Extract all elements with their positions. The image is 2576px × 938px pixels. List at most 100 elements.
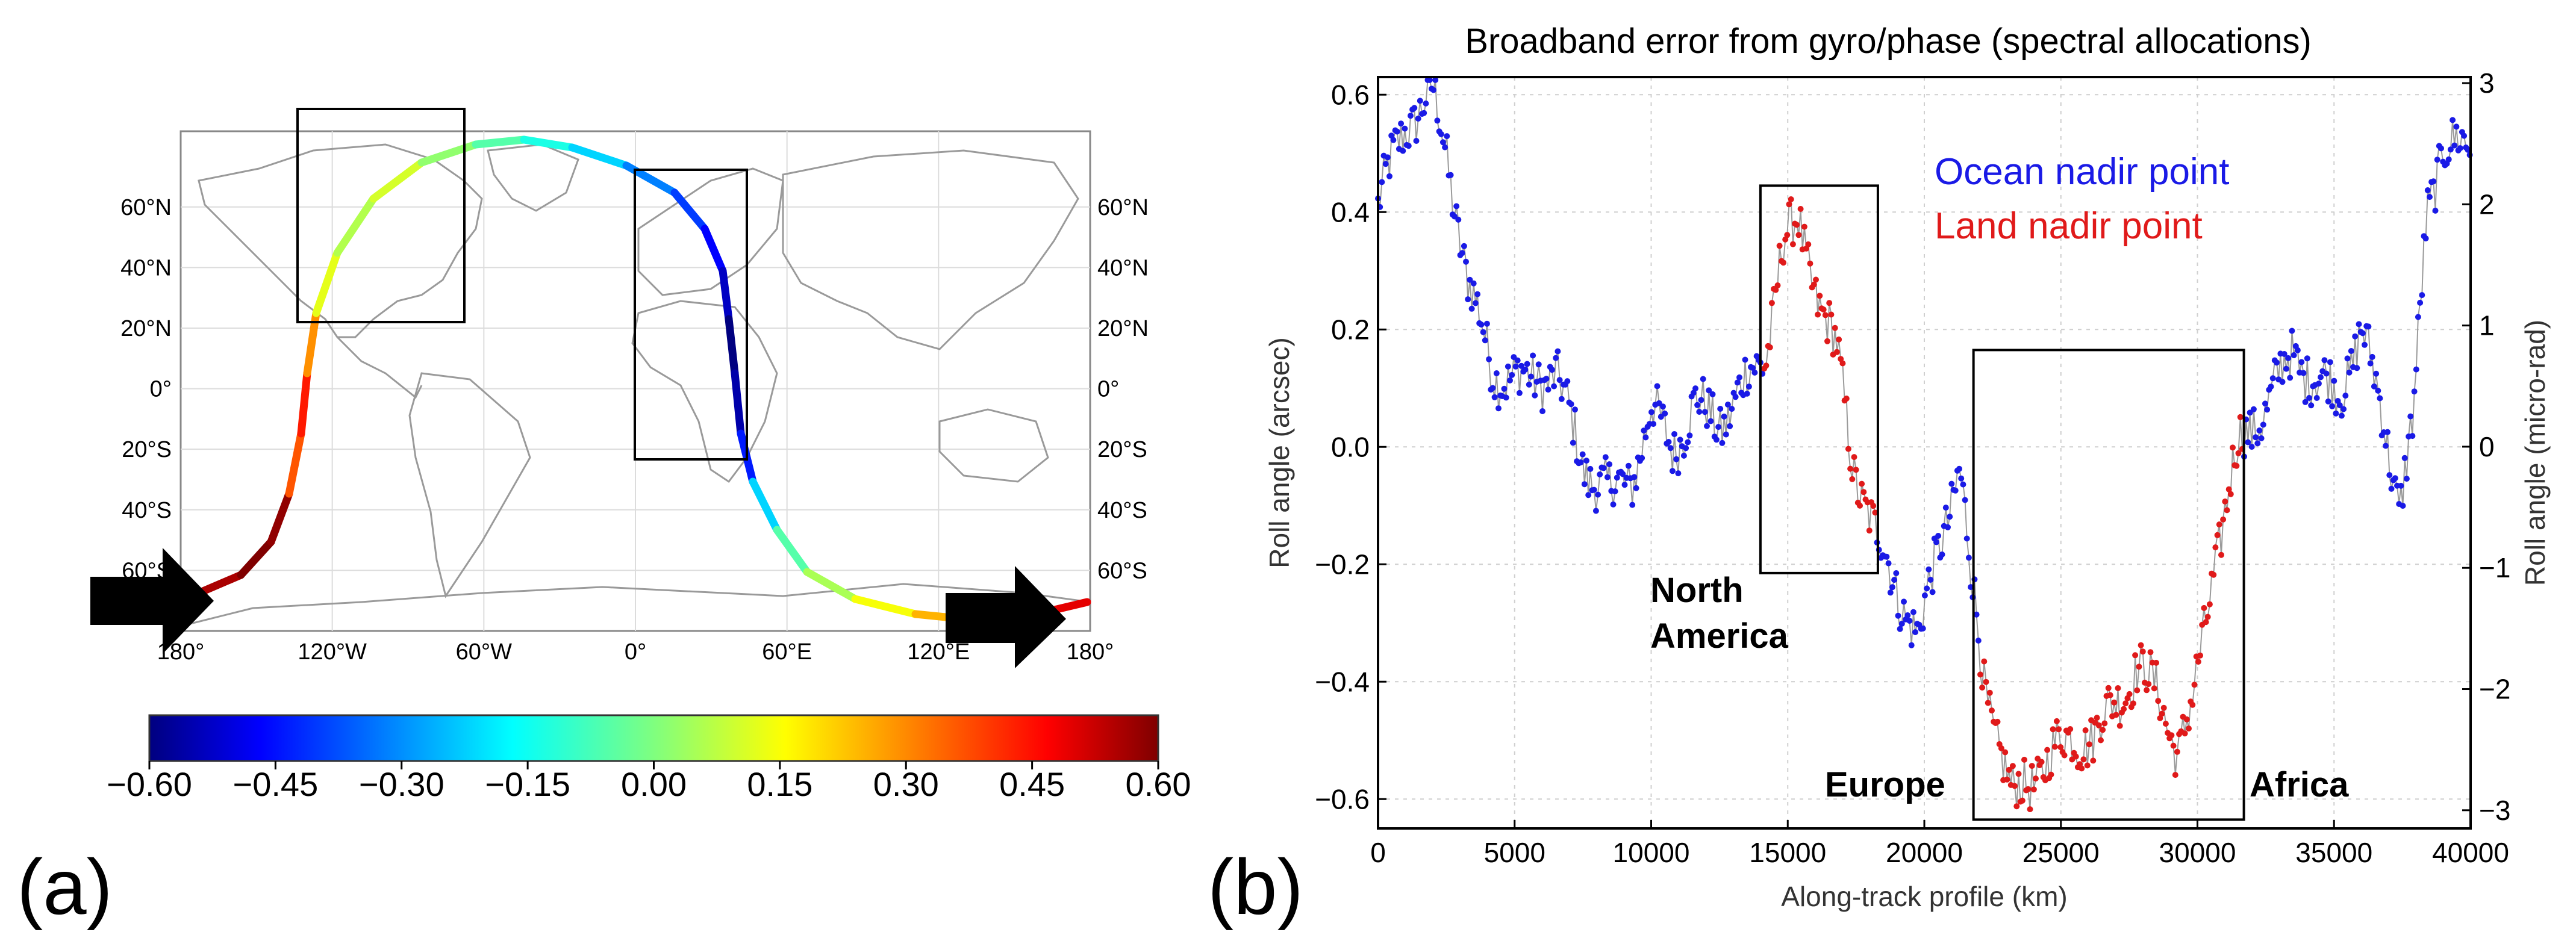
ocean-point <box>1921 592 1928 598</box>
land-point <box>1839 360 1846 367</box>
land-point <box>2015 771 2022 777</box>
land-point <box>2038 759 2045 765</box>
land-point <box>2237 414 2244 420</box>
land-point <box>2115 685 2121 691</box>
ocean-point <box>2250 406 2257 412</box>
ocean-point <box>1518 362 1525 369</box>
ocean-point <box>2371 383 2377 390</box>
ocean-point <box>1386 173 1392 179</box>
ocean-point <box>2321 357 2328 364</box>
ocean-point <box>2457 145 2463 152</box>
latitude-label: 0° <box>150 377 172 402</box>
ocean-point <box>1411 105 1418 111</box>
ocean-point <box>2253 434 2259 441</box>
ocean-point <box>2392 475 2398 482</box>
colorbar-tick-label: 0.30 <box>873 765 939 803</box>
land-point <box>1849 476 1856 482</box>
ocean-point <box>1904 612 1911 618</box>
x-axis-label: Along-track profile (km) <box>1781 881 2067 912</box>
ocean-point <box>1751 369 1758 376</box>
ocean-point <box>2327 359 2333 365</box>
ocean-point <box>2354 365 2360 371</box>
land-point <box>1826 300 1833 306</box>
ocean-point <box>1486 356 1492 362</box>
ocean-point <box>2411 388 2418 395</box>
land-point <box>2107 692 2113 698</box>
ocean-point <box>1556 377 1563 384</box>
latitude-label: 60°S <box>1097 558 1147 583</box>
land-point <box>2139 648 2146 655</box>
land-point <box>1817 293 1823 299</box>
ocean-point <box>1945 524 1951 530</box>
track-segment <box>773 526 811 576</box>
ocean-point <box>1423 100 1429 107</box>
ocean-point <box>1724 402 1731 408</box>
latitude-label: 0° <box>1097 377 1119 402</box>
land-point <box>1847 465 1854 472</box>
ocean-point <box>1906 618 1913 624</box>
ocean-point <box>2417 299 2424 306</box>
ocean-point <box>2325 398 2331 405</box>
ocean-point <box>1539 408 1545 414</box>
ocean-point <box>1920 625 1926 632</box>
land-point <box>2235 450 2242 456</box>
annotation-europe: Europe <box>1825 765 1945 804</box>
land-point <box>1795 232 1802 238</box>
ocean-point <box>1924 585 1930 592</box>
land-point <box>1813 276 1819 283</box>
ocean-point <box>1927 577 1934 583</box>
land-point <box>2225 486 2232 492</box>
land-point <box>2170 742 2177 749</box>
y-tick-label: −0.4 <box>1315 666 1370 697</box>
ocean-point <box>2362 341 2368 348</box>
land-point <box>2151 685 2157 692</box>
ocean-point <box>1648 409 1654 415</box>
ocean-point <box>1402 125 1408 132</box>
ocean-point <box>1442 144 1449 151</box>
ocean-point <box>1526 381 1532 388</box>
track-segment <box>267 489 293 546</box>
ocean-point <box>1434 117 1441 124</box>
y2-tick-label: 1 <box>2479 310 2495 341</box>
ocean-point <box>1564 378 1571 385</box>
land-point <box>1977 671 1983 678</box>
land-point <box>2079 765 2085 772</box>
land-point <box>1989 707 1995 714</box>
ocean-point <box>1489 385 1496 391</box>
ocean-point <box>1942 505 1949 511</box>
land-point <box>2006 766 2012 773</box>
ocean-point <box>1734 379 1741 386</box>
y2-tick-label: −1 <box>2479 552 2510 583</box>
ocean-point <box>2268 384 2274 390</box>
land-point <box>1998 745 2004 751</box>
africa-outline <box>631 300 778 483</box>
ocean-point <box>1744 390 1750 397</box>
ocean-point <box>2400 503 2406 509</box>
ocean-point <box>2341 406 2347 412</box>
ocean-point <box>1732 394 1739 400</box>
region-boxes <box>1759 184 2245 821</box>
ocean-point <box>1654 383 1661 390</box>
ocean-point <box>1683 445 1689 452</box>
ocean-point <box>1600 465 1607 471</box>
ocean-point <box>1583 458 1589 464</box>
europe-africa-box <box>634 169 748 461</box>
ocean-point <box>2342 393 2349 399</box>
ocean-point <box>1493 370 1500 376</box>
ocean-point <box>1641 427 1647 434</box>
ocean-point <box>2427 194 2433 200</box>
latitude-label: 40°N <box>1097 255 1149 281</box>
land-point <box>2057 744 2064 750</box>
land-point <box>1981 658 1988 665</box>
land-point <box>2030 786 2037 793</box>
land-point <box>2101 720 2108 727</box>
ocean-point <box>2298 359 2305 365</box>
ocean-point <box>1384 154 1391 161</box>
left-arrow-icon <box>90 548 214 654</box>
land-point <box>1985 700 1991 706</box>
y-tick-label: 0.0 <box>1331 431 1370 462</box>
ocean-point <box>1677 436 1683 443</box>
ocean-point <box>1958 475 1965 482</box>
track-segment <box>237 538 275 579</box>
ocean-point <box>1505 363 1511 370</box>
